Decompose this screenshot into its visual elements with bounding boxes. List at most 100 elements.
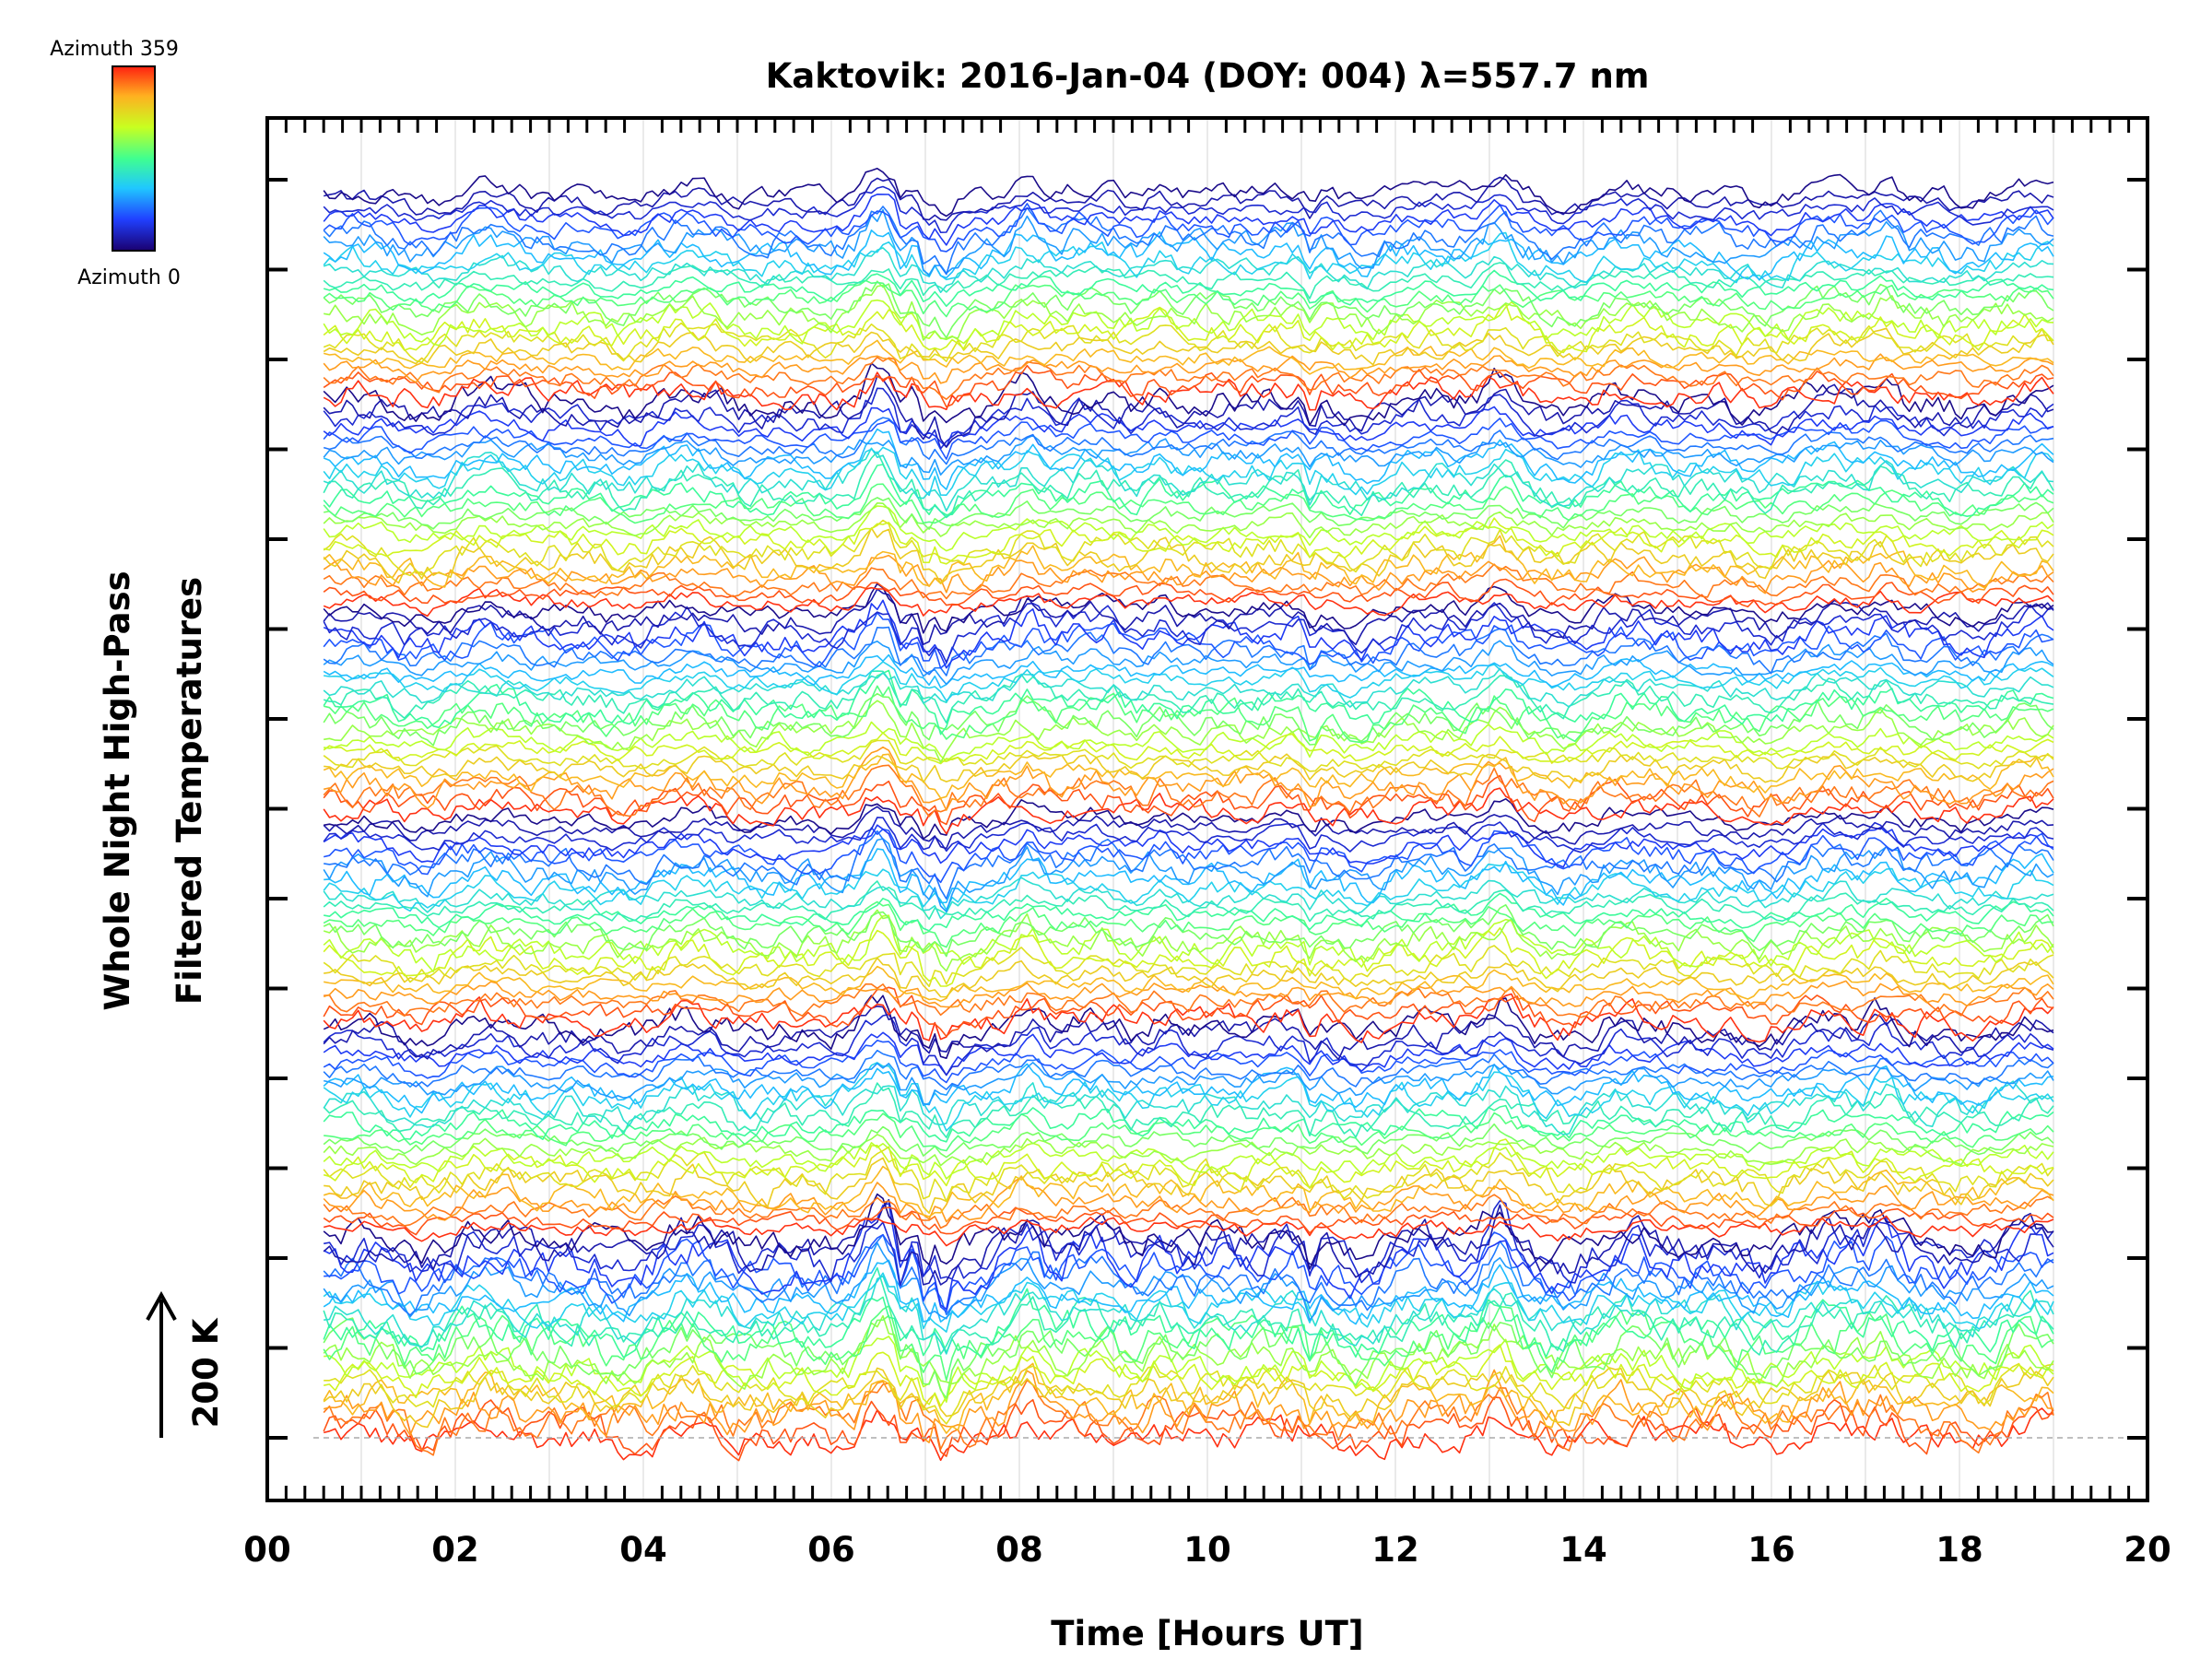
x-tick-label: 14 [1559,1530,1607,1570]
azimuth-trace [324,746,2054,811]
azimuth-trace [323,611,2054,669]
azimuth-trace [324,1138,2054,1189]
azimuth-trace [323,599,2054,669]
colorbar: Azimuth 359 Azimuth 0 [50,38,181,289]
azimuth-trace [324,497,2054,530]
azimuth-trace [323,185,2054,233]
azimuth-trace [324,830,2054,900]
azimuth-trace [323,626,2054,677]
azimuth-trace [323,299,2054,347]
azimuth-trace [323,669,2054,735]
azimuth-trace [323,434,2054,476]
azimuth-trace [324,753,2054,783]
azimuth-trace [323,519,2054,577]
azimuth-trace [323,667,2054,708]
azimuth-trace [323,980,2054,1008]
azimuth-trace [324,339,2054,375]
azimuth-trace [323,447,2054,512]
azimuth-trace [323,578,2054,608]
azimuth-trace [323,1362,2054,1434]
azimuth-trace [323,653,2054,688]
azimuth-trace [323,279,2054,318]
scale-bar-label: 200 K [186,1317,226,1428]
scale-bar: 200 K [146,1290,226,1438]
x-tick-label: 00 [243,1530,291,1570]
azimuth-trace [323,1241,2054,1321]
azimuth-trace [323,817,2054,853]
x-tick-label: 04 [619,1530,667,1570]
azimuth-trace [323,1369,2054,1443]
azimuth-trace [324,1362,2054,1425]
azimuth-trace [323,1305,2054,1382]
azimuth-trace [323,900,2054,948]
azimuth-trace [323,993,2054,1043]
azimuth-trace [324,1215,2054,1247]
azimuth-trace [323,602,2054,664]
azimuth-trace [323,994,2054,1059]
azimuth-trace [324,176,2054,221]
azimuth-trace [323,1134,2054,1167]
axis-ticks [267,118,2147,1500]
azimuth-trace [323,670,2054,724]
x-tick-label: 10 [1183,1530,1231,1570]
azimuth-trace [323,375,2054,448]
azimuth-trace [324,661,2054,702]
azimuth-trace [323,269,2054,307]
azimuth-trace [323,764,2054,818]
azimuth-trace [323,563,2054,600]
azimuth-trace [323,1040,2054,1084]
scale-bar-arrow-head [146,1290,177,1321]
azimuth-trace [324,1157,2054,1214]
azimuth-trace [323,1233,2054,1316]
azimuth-trace [323,362,2054,427]
azimuth-trace [324,1231,2054,1312]
azimuth-trace [323,1006,2054,1061]
azimuth-trace [324,892,2054,932]
azimuth-trace [323,356,2054,400]
azimuth-trace [324,1062,2054,1106]
colorbar-top-label: Azimuth 359 [50,38,179,61]
azimuth-trace [323,417,2054,465]
azimuth-trace [323,247,2054,293]
azimuth-trace [323,428,2054,490]
x-tick-label: 02 [431,1530,479,1570]
azimuth-trace [323,986,2054,1038]
x-tick-label: 08 [995,1530,1043,1570]
azimuth-trace [323,231,2054,284]
azimuth-trace [323,527,2054,584]
x-tick-label: 12 [1371,1530,1419,1570]
azimuth-trace [323,732,2054,765]
azimuth-trace [324,517,2054,565]
x-tick-label: 06 [807,1530,855,1570]
azimuth-trace [323,909,2054,972]
azimuth-trace [324,685,2054,744]
azimuth-trace [323,739,2054,772]
azimuth-trace [323,1031,2054,1077]
azimuth-trace [323,914,2054,972]
azimuth-trace [323,692,2054,747]
azimuth-trace [323,168,2054,218]
azimuth-trace [323,1193,2054,1270]
azimuth-trace [324,982,2054,1018]
azimuth-trace [323,582,2054,634]
azimuth-trace [323,1049,2054,1090]
azimuth-trace [323,554,2054,594]
x-tick-label: 16 [1747,1530,1795,1570]
azimuth-trace [323,806,2054,850]
azimuth-trace [323,502,2054,539]
trace-lines [323,168,2054,1462]
azimuth-trace [323,1206,2054,1236]
x-tick-labels: 00 02 04 06 08 10 12 14 16 18 20 [243,1530,2171,1570]
azimuth-trace [323,483,2054,524]
azimuth-trace [323,451,2054,519]
azimuth-trace [323,1063,2054,1114]
azimuth-trace [323,322,2054,363]
azimuth-trace [323,1259,2054,1325]
azimuth-trace [324,798,2054,840]
azimuth-trace [323,753,2054,799]
azimuth-trace [323,838,2054,912]
azimuth-trace [324,965,2054,1002]
azimuth-trace [323,1104,2054,1143]
azimuth-trace [323,262,2054,300]
